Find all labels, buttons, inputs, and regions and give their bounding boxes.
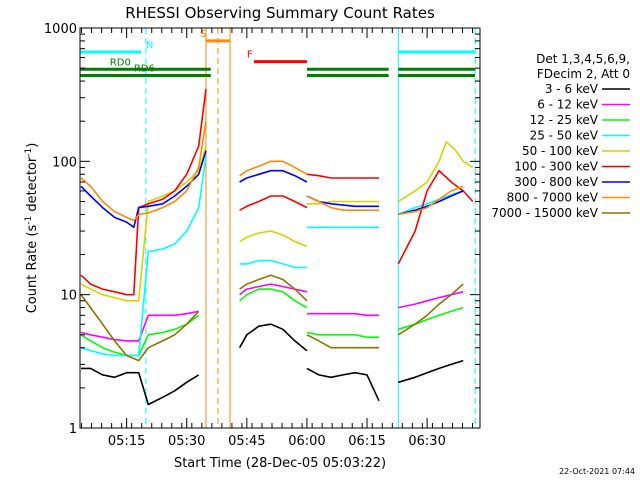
series-line-6-seg-1: [239, 169, 308, 183]
series-line-3-seg-1: [239, 259, 307, 269]
series-line-1-seg-2: [306, 312, 379, 317]
y-axis-label: Count Rate (s-1 detector-1): [24, 143, 40, 314]
legend-label-4: 50 - 100 keV: [522, 144, 599, 158]
legend-label-2: 12 - 25 keV: [530, 113, 599, 127]
legend-label-0: 3 - 6 keV: [545, 82, 599, 96]
series-line-6-seg-0: [80, 150, 207, 229]
plot-frame: [79, 27, 481, 429]
flag-label-n: N: [146, 40, 153, 51]
series-line-1-seg-0: [80, 310, 199, 342]
series-line-8-seg-0: [80, 294, 200, 362]
legend-label-1: 6 - 12 keV: [537, 98, 599, 112]
series-line-8-seg-2: [306, 334, 379, 349]
series-line-5-seg-1: [239, 195, 308, 211]
y-axis-label-part3: ): [25, 143, 40, 148]
y-axis-label-sup1: -1: [24, 216, 34, 225]
legend-header-line2: FDecim 2, Att 0: [537, 67, 630, 81]
series-line-7-seg-2: [306, 195, 379, 211]
axes: 1 10 100 1000 05:15 05:30 05:45 06:00 06:15 06:30: [44, 22, 480, 449]
series-line-7-seg-0: [80, 121, 207, 222]
x-tick-label-1: 05:30: [168, 434, 205, 449]
series-line-3-seg-3: [397, 190, 464, 216]
series-line-4-seg-3: [397, 141, 474, 203]
series-line-4-seg-1: [239, 230, 308, 248]
legend: Det 1,3,4,5,6,9, FDecim 2, Att 0 3 - 6 k…: [491, 52, 630, 220]
legend-label-8: 7000 - 15000 keV: [491, 206, 598, 220]
series-line-0-seg-1: [238, 323, 308, 352]
series-line-2-seg-2: [306, 331, 379, 339]
series-line-7-seg-3: [398, 185, 464, 216]
generation-timestamp: 22-Oct-2021 07:44: [559, 467, 635, 476]
legend-header-line1: Det 1,3,4,5,6,9,: [536, 52, 630, 66]
flag-label-f: F: [247, 50, 253, 61]
y-tick-label-0: 1: [69, 422, 77, 437]
x-tick-label-4: 06:15: [348, 434, 385, 449]
y-axis-label-part1: Count Rate (s: [25, 225, 40, 314]
series-line-8-seg-1: [239, 274, 308, 302]
flag-label-s: S: [200, 29, 206, 40]
series-line-0-seg-0: [81, 367, 200, 406]
legend-label-3: 25 - 50 keV: [530, 129, 599, 143]
series-line-3-seg-0: [80, 155, 207, 357]
legend-label-6: 300 - 800 keV: [514, 175, 598, 189]
series-line-2-seg-1: [239, 288, 308, 309]
chart-title: RHESSI Observing Summary Count Rates: [125, 4, 435, 22]
y-tick-label-1: 10: [60, 289, 77, 304]
series-line-8-seg-3: [397, 283, 464, 336]
x-axis-label: Start Time (28-Dec-05 05:03:22): [174, 456, 386, 471]
x-tick-label-3: 06:00: [288, 434, 325, 449]
series-line-0-seg-2: [306, 367, 380, 402]
series-line-0-seg-3: [398, 359, 464, 384]
x-tick-label-5: 06:30: [408, 434, 445, 449]
y-tick-label-2: 100: [52, 155, 77, 170]
legend-label-5: 100 - 300 keV: [514, 160, 598, 174]
series-line-1-seg-3: [398, 291, 464, 309]
y-axis-label-part2: detector: [25, 156, 40, 216]
series-line-4-seg-0: [80, 145, 207, 302]
series-line-5-seg-2: [306, 173, 379, 179]
x-tick-label-2: 05:45: [228, 434, 265, 449]
y-tick-label-3: 1000: [44, 22, 77, 37]
y-axis-label-sup2: -1: [24, 148, 34, 157]
flag-label-rd0: RD0: [110, 57, 131, 68]
legend-label-7: 800 - 7000 keV: [507, 191, 599, 205]
series-line-4-seg-2: [306, 200, 379, 205]
x-tick-label-0: 05:15: [108, 434, 145, 449]
series-line-7-seg-1: [239, 160, 308, 177]
flag-label-rd6: RD6: [134, 64, 155, 75]
